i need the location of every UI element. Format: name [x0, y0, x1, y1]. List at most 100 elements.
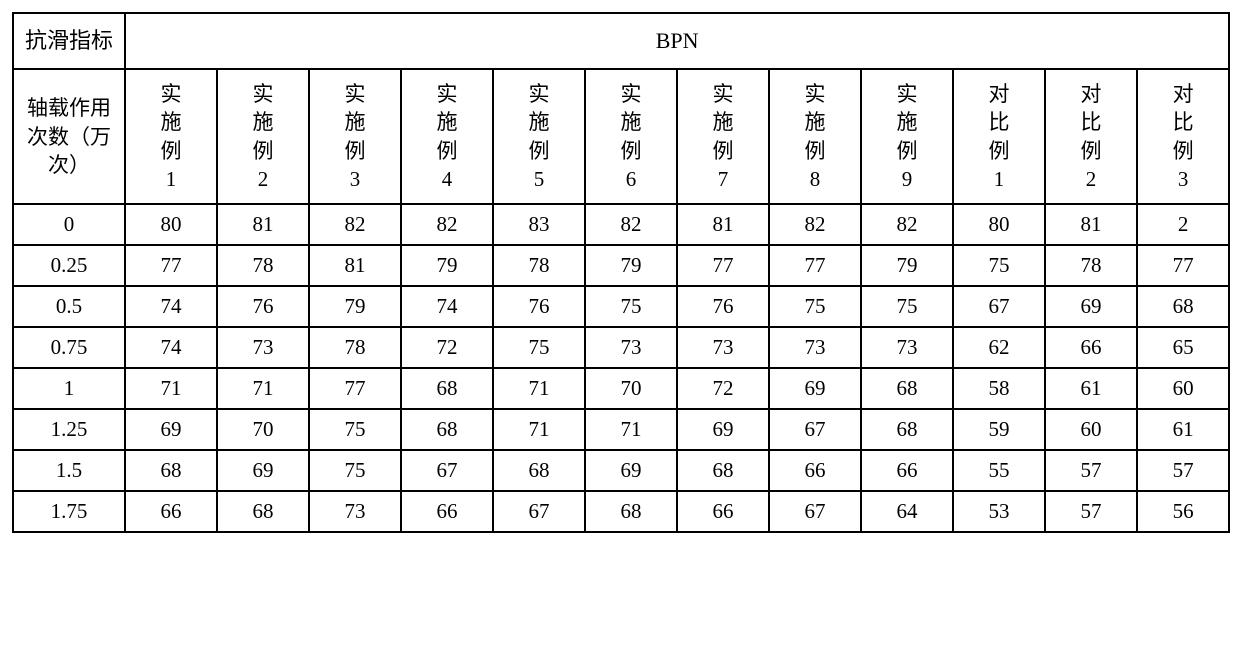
data-cell: 68 [677, 450, 769, 491]
row-label: 0.75 [13, 327, 125, 368]
data-cell: 82 [769, 204, 861, 245]
data-cell: 76 [493, 286, 585, 327]
data-cell: 2 [1137, 204, 1229, 245]
data-cell: 75 [309, 450, 401, 491]
data-cell: 66 [125, 491, 217, 532]
data-cell: 68 [585, 491, 677, 532]
data-cell: 71 [493, 368, 585, 409]
row-label: 1.5 [13, 450, 125, 491]
data-cell: 75 [769, 286, 861, 327]
data-cell: 57 [1137, 450, 1229, 491]
col-header-0: 实施例1 [125, 69, 217, 204]
data-cell: 67 [401, 450, 493, 491]
data-cell: 75 [953, 245, 1045, 286]
row-label: 0.25 [13, 245, 125, 286]
data-cell: 82 [401, 204, 493, 245]
table-row: 0.5747679747675767575676968 [13, 286, 1229, 327]
data-cell: 76 [217, 286, 309, 327]
table-row: 080818282838281828280812 [13, 204, 1229, 245]
data-cell: 68 [125, 450, 217, 491]
col-header-5: 实施例6 [585, 69, 677, 204]
data-cell: 69 [769, 368, 861, 409]
data-cell: 57 [1045, 491, 1137, 532]
row-label: 1.75 [13, 491, 125, 532]
data-cell: 80 [953, 204, 1045, 245]
col-header-2: 实施例3 [309, 69, 401, 204]
data-cell: 78 [309, 327, 401, 368]
data-cell: 82 [309, 204, 401, 245]
data-cell: 82 [861, 204, 953, 245]
row-label: 0 [13, 204, 125, 245]
data-cell: 72 [401, 327, 493, 368]
data-cell: 79 [585, 245, 677, 286]
data-cell: 57 [1045, 450, 1137, 491]
data-cell: 71 [493, 409, 585, 450]
axle-header: 轴载作用次数（万次） [13, 69, 125, 204]
data-cell: 73 [769, 327, 861, 368]
col-header-1: 实施例2 [217, 69, 309, 204]
data-cell: 77 [677, 245, 769, 286]
data-cell: 61 [1045, 368, 1137, 409]
data-cell: 66 [677, 491, 769, 532]
data-cell: 78 [217, 245, 309, 286]
data-cell: 70 [217, 409, 309, 450]
table-row: 1.25697075687171696768596061 [13, 409, 1229, 450]
data-cell: 75 [861, 286, 953, 327]
data-cell: 83 [493, 204, 585, 245]
table-row: 1.5686975676869686666555757 [13, 450, 1229, 491]
data-cell: 75 [585, 286, 677, 327]
data-cell: 68 [493, 450, 585, 491]
col-header-7: 实施例8 [769, 69, 861, 204]
data-cell: 60 [1045, 409, 1137, 450]
data-cell: 73 [861, 327, 953, 368]
data-cell: 78 [493, 245, 585, 286]
table-row: 0.25777881797879777779757877 [13, 245, 1229, 286]
data-cell: 55 [953, 450, 1045, 491]
bpn-table: 抗滑指标 BPN 轴载作用次数（万次） 实施例1 实施例2 实施例3 实施例4 … [12, 12, 1230, 533]
col-header-10: 对比例2 [1045, 69, 1137, 204]
data-cell: 67 [493, 491, 585, 532]
data-cell: 80 [125, 204, 217, 245]
data-cell: 68 [1137, 286, 1229, 327]
data-cell: 67 [769, 409, 861, 450]
data-cell: 65 [1137, 327, 1229, 368]
data-cell: 53 [953, 491, 1045, 532]
data-cell: 73 [217, 327, 309, 368]
data-cell: 79 [861, 245, 953, 286]
indicator-header: 抗滑指标 [13, 13, 125, 69]
data-cell: 60 [1137, 368, 1229, 409]
data-cell: 69 [217, 450, 309, 491]
data-cell: 61 [1137, 409, 1229, 450]
data-cell: 68 [401, 368, 493, 409]
data-cell: 79 [401, 245, 493, 286]
data-cell: 82 [585, 204, 677, 245]
data-cell: 71 [585, 409, 677, 450]
table-row: 1.75666873666768666764535756 [13, 491, 1229, 532]
header-row-2: 轴载作用次数（万次） 实施例1 实施例2 实施例3 实施例4 实施例5 实施例6… [13, 69, 1229, 204]
bpn-header: BPN [125, 13, 1229, 69]
data-cell: 69 [125, 409, 217, 450]
data-cell: 75 [309, 409, 401, 450]
data-cell: 66 [1045, 327, 1137, 368]
data-cell: 73 [585, 327, 677, 368]
data-cell: 74 [125, 327, 217, 368]
data-cell: 78 [1045, 245, 1137, 286]
table-row: 1717177687170726968586160 [13, 368, 1229, 409]
data-cell: 79 [309, 286, 401, 327]
col-header-4: 实施例5 [493, 69, 585, 204]
data-cell: 66 [769, 450, 861, 491]
row-label: 0.5 [13, 286, 125, 327]
data-cell: 71 [217, 368, 309, 409]
data-cell: 77 [769, 245, 861, 286]
col-header-8: 实施例9 [861, 69, 953, 204]
data-cell: 77 [125, 245, 217, 286]
col-header-6: 实施例7 [677, 69, 769, 204]
data-cell: 69 [1045, 286, 1137, 327]
data-cell: 68 [217, 491, 309, 532]
col-header-9: 对比例1 [953, 69, 1045, 204]
data-cell: 67 [769, 491, 861, 532]
col-header-11: 对比例3 [1137, 69, 1229, 204]
data-cell: 67 [953, 286, 1045, 327]
data-cell: 69 [677, 409, 769, 450]
data-cell: 81 [677, 204, 769, 245]
